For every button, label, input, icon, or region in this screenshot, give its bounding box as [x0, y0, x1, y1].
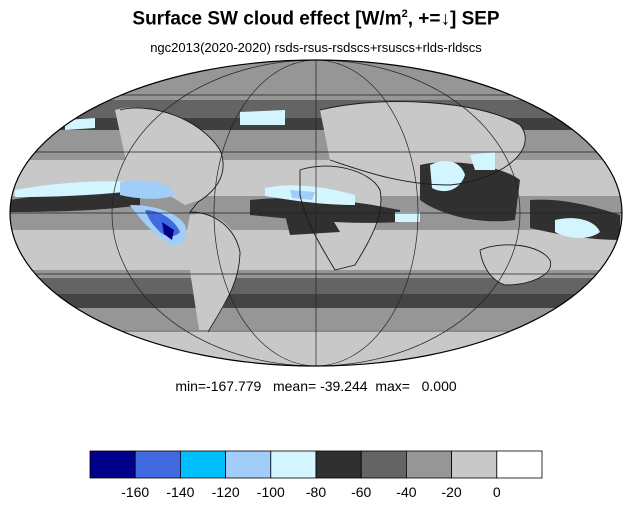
- field-blue-north-atlantic: [240, 110, 285, 125]
- colorbar-tick-label: -160: [121, 484, 149, 500]
- colorbar-tick-label: -100: [257, 484, 285, 500]
- field-blue-india: [470, 152, 495, 170]
- colorbar-tick-label: 0: [493, 484, 501, 500]
- colorbar-swatch: [315, 450, 362, 479]
- colorbar-swatch: [134, 450, 181, 479]
- field-blue-pacific-west: [555, 218, 600, 238]
- colorbar-swatch: [225, 450, 272, 479]
- map-subtitle: ngc2013(2020-2020) rsds-rsus-rsdscs+rsus…: [150, 40, 482, 55]
- field-blue-arabia: [430, 161, 465, 192]
- colorbar-swatch: [270, 450, 317, 479]
- coastline-americas: [119, 107, 241, 333]
- colorbar-tick-label: -80: [306, 484, 326, 500]
- field-blue-east-pacific: [120, 180, 175, 199]
- map-title: Surface SW cloud effect [W/m2, +=↓] SEP: [132, 8, 500, 30]
- map-statistics: min=-167.779 mean= -39.244 max= 0.000: [175, 378, 457, 394]
- graticule-meridian-120: [111, 60, 521, 366]
- colorbar-swatch: [451, 450, 498, 479]
- coastline-australia: [479, 244, 552, 286]
- colorbar-swatch: [405, 450, 452, 479]
- field-peru-core: [162, 222, 174, 240]
- colorbar-swatch: [360, 450, 407, 479]
- coastline-africa: [299, 165, 382, 271]
- colorbar-tick-label: -20: [441, 484, 461, 500]
- field-blue-pacific: [15, 181, 142, 197]
- colorbar-tick-label: -120: [212, 484, 240, 500]
- field-blue-indian: [395, 212, 420, 222]
- colorbar-tick-label: -40: [396, 484, 416, 500]
- land-south-america: [185, 214, 240, 335]
- field-gulf-guinea: [285, 215, 340, 235]
- colorbar-swatch: [179, 450, 226, 479]
- map-border: [9, 59, 623, 367]
- graticule-meridian-60: [213, 60, 419, 366]
- colorbar-tick-label: -60: [351, 484, 371, 500]
- colorbar-swatch: [496, 450, 543, 479]
- colorbar-swatch: [89, 450, 136, 479]
- mollweide-map: [9, 59, 623, 367]
- land-australia: [480, 244, 551, 285]
- colorbar-tick-label: -140: [166, 484, 194, 500]
- coastline-eurasia: [319, 101, 526, 186]
- field-blue-atlantic-core: [290, 190, 315, 200]
